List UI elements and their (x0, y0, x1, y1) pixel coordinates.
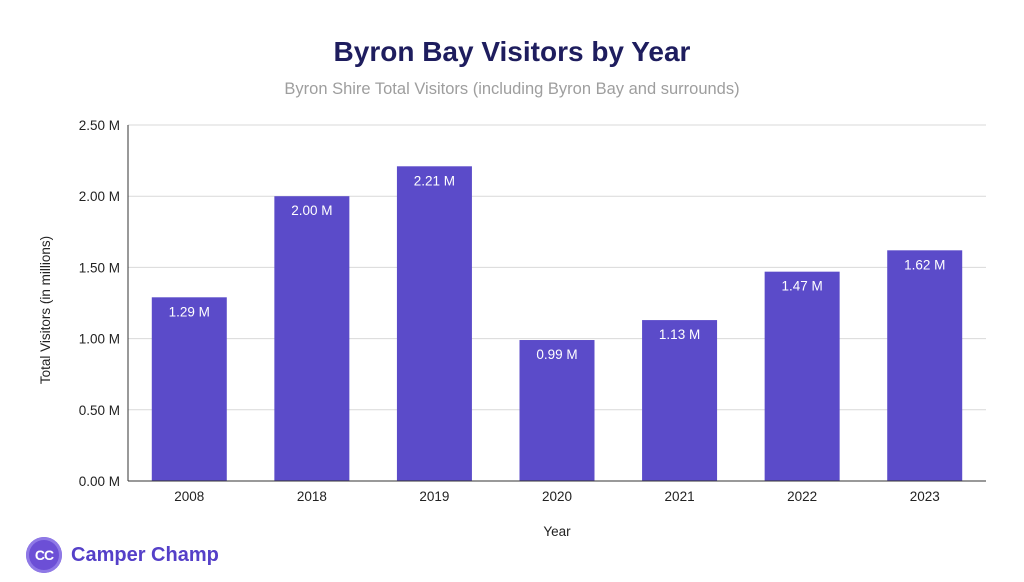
bar-2021 (642, 320, 718, 481)
bar-2020 (519, 340, 595, 481)
camper-champ-logo-icon: CC (26, 537, 62, 573)
data-label-2019: 2.21 M (414, 173, 455, 188)
data-labels: 1.29 M 2.00 M 2.21 M 0.99 M 1.13 M 1.47 M 1.62… (169, 173, 946, 362)
data-label-2021: 1.13 M (659, 327, 700, 342)
data-label-2020: 0.99 M (536, 347, 577, 362)
y-tick-label: 2.00 M (79, 189, 120, 204)
x-tick-label: 2018 (297, 489, 327, 504)
y-axis-title: Total Visitors (in millions) (38, 236, 53, 384)
x-tick-label: 2023 (910, 489, 940, 504)
y-tick-label: 1.00 M (79, 332, 120, 347)
data-label-2008: 1.29 M (169, 304, 210, 319)
x-tick-label: 2021 (665, 489, 695, 504)
y-tick-label: 1.50 M (79, 260, 120, 275)
chart-title: Byron Bay Visitors by Year (333, 36, 691, 67)
axes: 0.00 M 0.50 M 1.00 M 1.50 M 2.00 M 2.50 M 2008… (79, 118, 986, 504)
y-tick-label: 2.50 M (79, 118, 120, 133)
brand-name: Camper Champ (71, 543, 219, 566)
x-tick-label: 2019 (419, 489, 449, 504)
x-tick-label: 2008 (174, 489, 204, 504)
bar-2022 (764, 271, 840, 481)
bars (151, 166, 963, 481)
logo-text: CC (34, 547, 54, 563)
data-label-2022: 1.47 M (782, 279, 823, 294)
chart-subtitle: Byron Shire Total Visitors (including By… (284, 80, 740, 98)
brand-footer: CC Camper Champ (26, 535, 219, 575)
x-tick-label: 2020 (542, 489, 572, 504)
bar-2023 (887, 250, 963, 481)
bar-2008 (151, 297, 227, 481)
data-label-2023: 1.62 M (904, 257, 945, 272)
x-tick-label: 2022 (787, 489, 817, 504)
y-tick-label: 0.00 M (79, 474, 120, 489)
y-tick-label: 0.50 M (79, 403, 120, 418)
data-label-2018: 2.00 M (291, 203, 332, 218)
x-axis-title: Year (543, 524, 571, 539)
bar-2019 (396, 166, 472, 481)
bar-2018 (274, 196, 350, 481)
